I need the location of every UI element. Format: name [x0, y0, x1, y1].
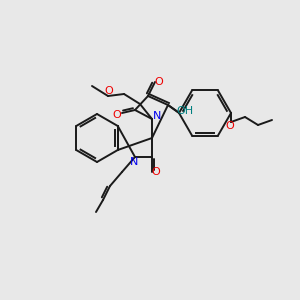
Text: O: O: [152, 167, 160, 177]
Text: O: O: [226, 121, 234, 131]
Text: O: O: [154, 77, 164, 87]
Text: OH: OH: [176, 106, 194, 116]
Text: N: N: [153, 111, 161, 121]
Text: N: N: [130, 157, 138, 167]
Text: O: O: [105, 86, 113, 96]
Text: O: O: [112, 110, 122, 120]
